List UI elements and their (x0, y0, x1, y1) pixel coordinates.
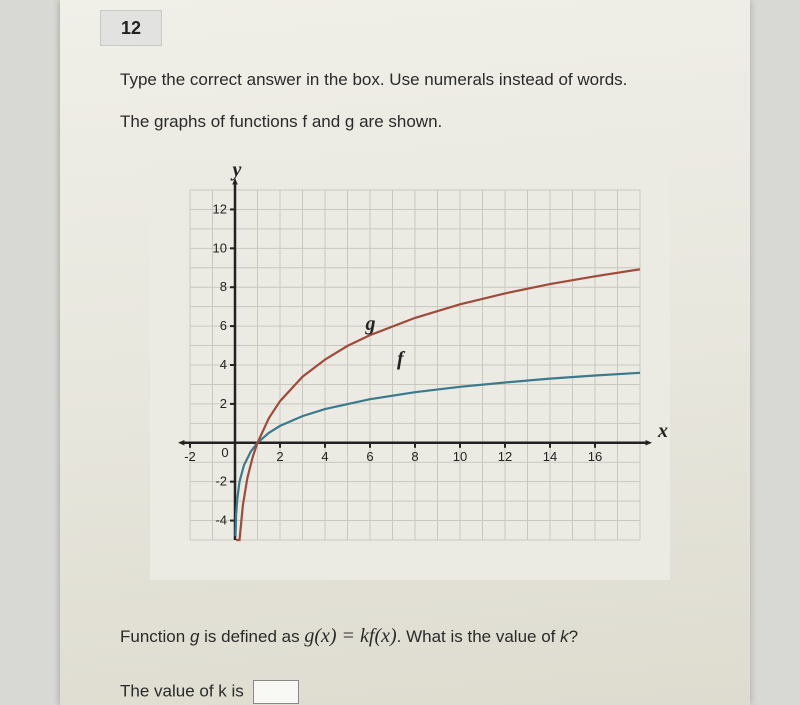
answer-prompt: The value of k is (120, 681, 244, 700)
svg-text:x: x (657, 420, 668, 442)
svg-text:10: 10 (453, 449, 467, 464)
svg-text:10: 10 (213, 240, 227, 255)
answer-input-box[interactable] (253, 680, 299, 704)
graph-svg: fg -20246810121416-4-224681012yx (150, 160, 670, 580)
svg-text:12: 12 (498, 449, 512, 464)
svg-text:8: 8 (220, 279, 227, 294)
svg-text:14: 14 (543, 449, 557, 464)
instruction-line-2: The graphs of functions f and g are show… (120, 112, 442, 132)
bq-pre: Function (120, 627, 190, 646)
svg-text:4: 4 (220, 357, 227, 372)
svg-text:-2: -2 (184, 449, 196, 464)
svg-text:6: 6 (366, 449, 373, 464)
bottom-question: Function g is defined as g(x) = kf(x). W… (120, 625, 578, 648)
svg-text:0: 0 (221, 445, 228, 460)
bq-mid1: is defined as (199, 627, 304, 646)
graph-area: fg -20246810121416-4-224681012yx (150, 160, 670, 580)
answer-line: The value of k is (120, 680, 299, 704)
svg-text:-2: -2 (215, 474, 227, 489)
svg-text:12: 12 (213, 201, 227, 216)
worksheet-paper: 12 Type the correct answer in the box. U… (60, 0, 750, 705)
graph-background (150, 160, 670, 580)
svg-text:8: 8 (411, 449, 418, 464)
bq-g: g (190, 627, 199, 646)
question-number-box: 12 (100, 10, 162, 46)
bq-end: ? (569, 627, 578, 646)
question-number: 12 (121, 18, 141, 39)
svg-text:y: y (231, 160, 242, 181)
svg-text:g: g (365, 313, 376, 335)
svg-text:16: 16 (588, 449, 602, 464)
svg-text:6: 6 (220, 318, 227, 333)
svg-text:2: 2 (220, 396, 227, 411)
instruction-line-1: Type the correct answer in the box. Use … (120, 70, 627, 90)
bq-k: k (560, 627, 569, 646)
bq-mid2: . What is the value of (397, 627, 560, 646)
grid-lines (190, 190, 640, 540)
svg-text:-4: -4 (215, 513, 227, 528)
svg-text:4: 4 (321, 449, 328, 464)
svg-text:2: 2 (276, 449, 283, 464)
bq-eq: g(x) = kf(x) (304, 625, 396, 647)
